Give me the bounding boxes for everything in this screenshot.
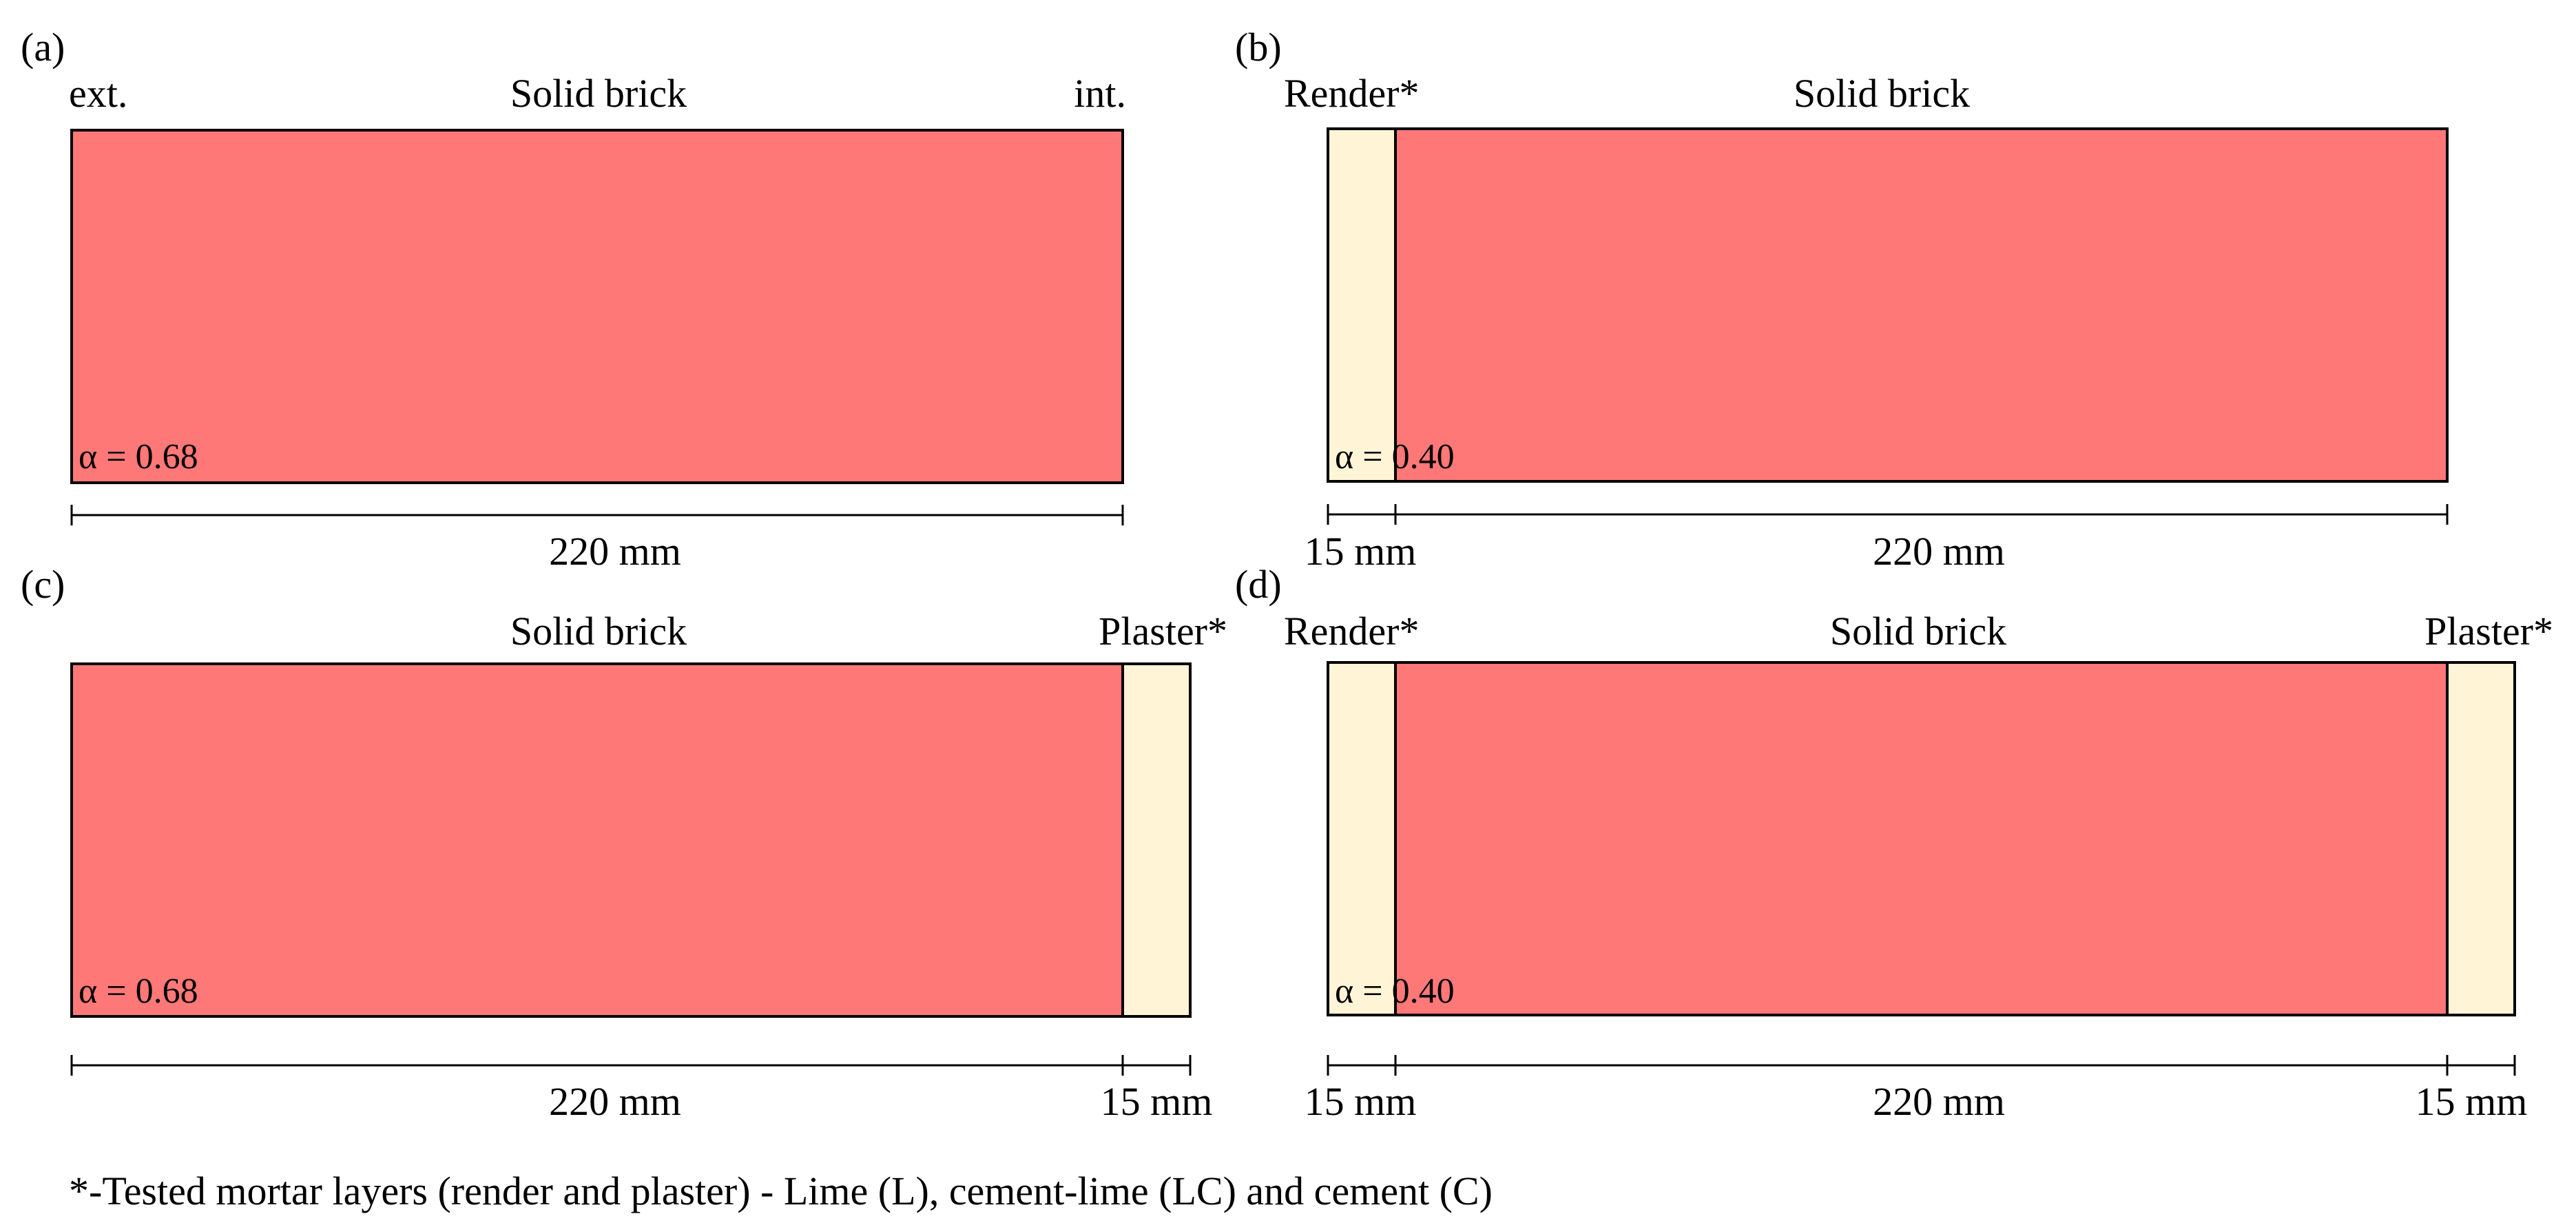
panel-a-int-label: int.	[1074, 71, 1126, 116]
panel-c-alpha: α = 0.68	[79, 972, 198, 1011]
panel-d-brick-layer	[1394, 661, 2449, 1016]
panel-c-brick-label: Solid brick	[510, 609, 687, 654]
panel-a-alpha: α = 0.68	[79, 437, 198, 477]
panel-d-brick-label: Solid brick	[1830, 609, 2006, 654]
panel-b-brick-layer	[1394, 127, 2449, 483]
panel-c: (c) Solid brick Plaster* α = 0.68 220 mm…	[21, 562, 1227, 1124]
panel-d-render-label: Render*	[1284, 609, 1420, 654]
panel-d-dimension-line	[1327, 1055, 2516, 1076]
panel-c-plaster-layer	[1121, 662, 1192, 1018]
panel-c-brick-thickness: 220 mm	[549, 1079, 681, 1124]
panel-d-plaster-layer	[2446, 661, 2516, 1016]
panel-b-label: (b)	[1235, 25, 1282, 70]
panel-b-brick-label: Solid brick	[1794, 71, 1970, 116]
panel-b-dimension-line	[1327, 504, 2449, 525]
panel-b-alpha: α = 0.40	[1335, 437, 1455, 477]
panel-a-ext-label: ext.	[69, 71, 127, 116]
panel-d-label: (d)	[1235, 562, 1282, 607]
panel-c-label: (c)	[21, 562, 65, 607]
footnote: *-Tested mortar layers (render and plast…	[69, 1169, 1493, 1213]
panel-a: (a) ext. Solid brick int. α = 0.68 220 m…	[21, 25, 1126, 574]
panel-b: (b) Render* Solid brick α = 0.40 15 mm 2…	[1235, 25, 2449, 574]
panel-b-render-thickness: 15 mm	[1305, 529, 1417, 574]
panel-a-brick-label: Solid brick	[510, 71, 687, 116]
panel-b-brick-thickness: 220 mm	[1873, 529, 2005, 574]
panel-a-brick-layer	[70, 129, 1124, 484]
panel-b-render-label: Render*	[1284, 71, 1420, 116]
panel-c-plaster-label: Plaster*	[1099, 609, 1227, 654]
panel-c-brick-layer	[70, 662, 1124, 1018]
panel-a-brick-thickness: 220 mm	[549, 529, 681, 574]
panel-d-alpha: α = 0.40	[1335, 972, 1455, 1011]
panel-d-brick-thickness: 220 mm	[1873, 1079, 2005, 1124]
panel-a-dimension-line	[70, 505, 1124, 525]
panel-a-label: (a)	[21, 25, 65, 70]
panel-d-plaster-thickness: 15 mm	[2416, 1079, 2528, 1124]
panel-b-render-layer	[1327, 127, 1397, 483]
panel-d-render-thickness: 15 mm	[1305, 1079, 1417, 1124]
panel-c-plaster-thickness: 15 mm	[1101, 1079, 1213, 1124]
panel-d-plaster-label: Plaster*	[2424, 609, 2553, 654]
panel-c-dimension-line	[70, 1055, 1192, 1076]
panel-d-render-layer	[1327, 661, 1397, 1016]
panel-d: (d) Render* Solid brick Plaster* α = 0.4…	[1235, 562, 2553, 1124]
